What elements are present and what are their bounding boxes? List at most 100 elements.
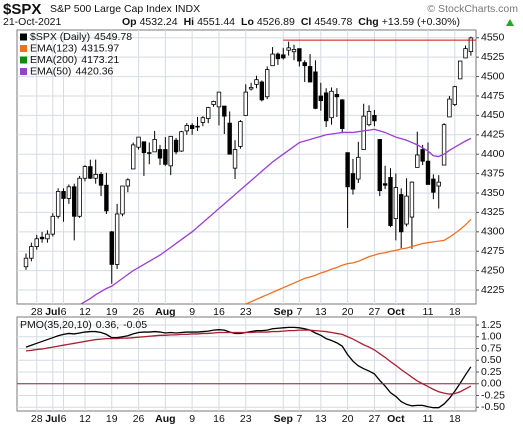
candle-body: [157, 149, 163, 159]
candle-body: [227, 122, 232, 155]
candle-body: [216, 91, 222, 108]
x-tick-label: Aug: [155, 413, 175, 425]
y-tick-label: 4350: [481, 187, 505, 199]
candle-body: [388, 177, 393, 227]
candle-body: [377, 139, 382, 192]
legend-value: 4315.97: [81, 42, 119, 54]
plot-area: [17, 30, 476, 304]
candle-body: [55, 191, 61, 217]
y-tick-label: 4300: [481, 226, 505, 238]
up-arrow-icon: [506, 19, 514, 26]
legend-value: 4549.78: [94, 31, 132, 43]
x-tick-label: 28: [31, 306, 43, 318]
x-tick-label: Oct: [387, 413, 405, 425]
x-tick-label: 11: [423, 413, 434, 425]
candle-body: [232, 149, 238, 169]
candle-body: [248, 87, 254, 90]
x-tick-label: 7: [296, 413, 302, 425]
candle-body: [468, 37, 474, 52]
stat-label: Lo: [241, 16, 254, 28]
x-tick-label: 20: [342, 306, 354, 318]
x-tick-label: 23: [240, 306, 252, 318]
stat-value: 4551.44: [197, 16, 235, 28]
candle-body: [168, 135, 173, 167]
y-tick-label: 0.25: [481, 366, 502, 378]
candle-body: [195, 125, 200, 128]
candle-body: [179, 131, 184, 152]
x-tick-label: 27: [369, 306, 381, 318]
candle-body: [420, 149, 425, 162]
candle-body: [109, 231, 114, 265]
candle-body: [259, 81, 265, 101]
legend-value: 0.36: [96, 319, 117, 331]
candle-body: [329, 90, 334, 119]
x-tick-label: 26: [133, 413, 145, 425]
series-line: [244, 218, 472, 304]
candle-body: [291, 49, 297, 53]
candle-body: [452, 86, 457, 105]
x-tick-label: 12: [79, 306, 91, 318]
legend-name: EMA(123): [30, 42, 77, 54]
x-tick-label: 9: [189, 413, 195, 425]
x-tick-label: 13: [315, 306, 327, 318]
candle-body: [264, 69, 270, 98]
y-tick-label: 0.50: [481, 354, 502, 366]
legend-name: $SPX (Daily): [30, 31, 90, 43]
candle-body: [457, 60, 463, 80]
candle-body: [29, 246, 34, 259]
legend-entry: PMO(35,20,10) 0.36, -0.05: [20, 319, 147, 331]
x-tick-label: 18: [449, 306, 461, 318]
candle-body: [436, 181, 441, 187]
x-tick-label: 16: [213, 306, 225, 318]
candle-body: [372, 114, 377, 122]
candle-body: [270, 53, 275, 67]
candle-body: [286, 47, 291, 51]
x-tick-label: Jul: [45, 306, 60, 318]
y-tick-label: -0.50: [481, 401, 505, 413]
x-tick-label: 9: [189, 306, 195, 318]
series-line: [25, 329, 472, 395]
candle-body: [163, 149, 168, 165]
candle-body: [323, 92, 329, 122]
candle-body: [200, 117, 206, 123]
stat-value: +13.59 (+0.30%): [382, 16, 460, 28]
candle-body: [398, 194, 404, 233]
candle-body: [340, 99, 345, 129]
x-tick-label: 19: [106, 413, 118, 425]
x-tick-label: Sep: [274, 306, 293, 318]
candle-body: [66, 186, 72, 199]
y-tick-label: 1.25: [481, 319, 502, 331]
plot-frame: [16, 29, 477, 305]
candle-body: [366, 111, 372, 126]
candle-body: [313, 71, 318, 109]
legend-separator: ,: [116, 319, 119, 331]
x-tick-label: 16: [213, 413, 225, 425]
stat-label: Cl: [301, 16, 312, 28]
legend-swatch: [20, 56, 27, 64]
candle-body: [39, 236, 45, 240]
candle-body: [141, 141, 147, 154]
index-name: S&P 500 Large Cap Index: [50, 3, 173, 15]
date: 21-Oct-2021: [3, 16, 62, 28]
x-tick-label: 6: [61, 413, 67, 425]
candle-body: [302, 62, 307, 67]
stat-label: Chg: [358, 16, 378, 28]
candle-body: [345, 152, 350, 188]
stat-value: 4549.78: [314, 16, 352, 28]
candle-body: [82, 166, 88, 179]
stat-label: Op: [122, 16, 137, 28]
candle-body: [447, 98, 452, 118]
candle-body: [23, 257, 29, 268]
candle-body: [318, 95, 323, 102]
legend-value: 4173.21: [81, 54, 119, 66]
x-tick-label: Jul: [45, 413, 60, 425]
y-tick-label: 4550: [481, 32, 505, 44]
legend-value: -0.05: [123, 319, 147, 331]
candle-body: [61, 191, 66, 199]
candle-body: [238, 121, 243, 147]
candle-body: [431, 178, 436, 193]
y-tick-label: 4450: [481, 109, 505, 121]
y-tick-label: 4275: [481, 245, 505, 257]
candle-body: [98, 173, 104, 186]
